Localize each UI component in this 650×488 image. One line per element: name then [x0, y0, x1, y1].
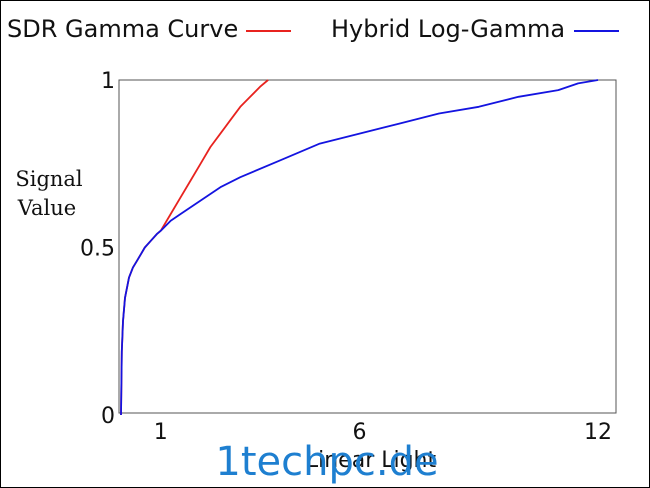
y-tick-label: 1: [101, 69, 115, 94]
series-lines: [120, 79, 599, 416]
legend: SDR Gamma Curve Hybrid Log-Gamma: [7, 15, 619, 43]
y-tick-label: 0: [101, 404, 115, 429]
y-axis-label-line-2: Value: [17, 196, 76, 220]
series-line-hlg: [120, 79, 599, 416]
plot-area: [118, 79, 617, 414]
legend-label-hlg: Hybrid Log-Gamma: [331, 15, 565, 43]
x-tick-label: 12: [584, 420, 612, 445]
watermark-text: 1techpc.de: [215, 439, 438, 485]
x-tick-label: 6: [353, 420, 367, 445]
x-axis-label: Linear Light: [306, 448, 437, 473]
legend-label-sdr: SDR Gamma Curve: [7, 15, 238, 43]
axis-ticks: 1 6 12 0 0.5 1: [80, 69, 612, 445]
y-axis-label-line-1: Signal: [15, 167, 83, 191]
x-tick-label: 1: [154, 420, 168, 445]
series-line-sdr: [120, 79, 269, 416]
y-tick-label: 0.5: [80, 237, 115, 262]
